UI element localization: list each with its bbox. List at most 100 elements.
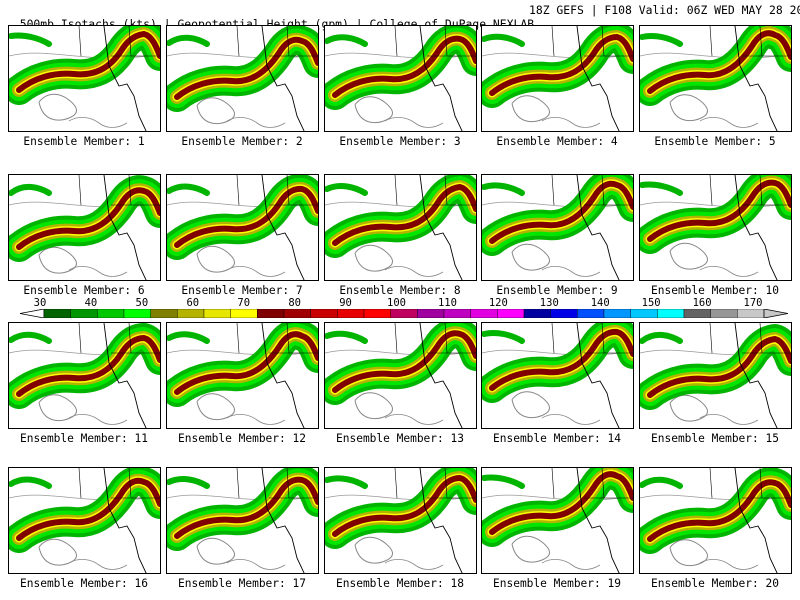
coastline (576, 26, 620, 131)
jet-core (174, 185, 318, 248)
coastline (541, 559, 601, 570)
header-run-info: 18Z GEFS | F108 Valid: 06Z WED MAY 28 20… (529, 3, 800, 17)
ensemble-member-label: Ensemble Member: 11 (20, 432, 148, 445)
state-border (236, 323, 318, 354)
isotach-patch (640, 332, 683, 344)
ensemble-member-label: Ensemble Member: 8 (339, 284, 461, 297)
height-contour (196, 245, 235, 273)
colorbar-segment (43, 309, 71, 318)
ensemble-panel-11 (8, 322, 161, 429)
colorbar-segment (363, 309, 391, 318)
height-contour (511, 391, 550, 418)
state-border (236, 468, 318, 499)
colorbar-segment (470, 309, 498, 318)
state-border (551, 323, 633, 354)
height-contour (38, 394, 77, 421)
height-contour (482, 494, 633, 501)
coastline (384, 266, 444, 277)
ensemble-panel-2 (166, 25, 319, 132)
coastline (103, 26, 147, 131)
isotach-map (167, 468, 318, 573)
height-contour (196, 97, 235, 124)
ensemble-panel-14 (481, 322, 634, 429)
ensemble-panel-7 (166, 174, 319, 281)
coastline (384, 414, 444, 425)
isotach-patch (482, 329, 525, 344)
colorbar-segment (123, 309, 151, 318)
colorbar-segment (603, 309, 631, 318)
coastline (68, 559, 128, 570)
isotach-map (9, 323, 160, 428)
height-contour (511, 95, 550, 122)
isotach-map (167, 175, 318, 280)
ensemble-panel-19 (481, 467, 634, 574)
colorbar-tick-label: 150 (641, 297, 661, 309)
colorbar-segment (257, 309, 285, 318)
isotach-map (482, 468, 633, 573)
ensemble-panel-5 (639, 25, 792, 132)
height-contour (38, 538, 77, 566)
colorbar-segment (283, 309, 311, 318)
colorbar-segment (150, 309, 178, 318)
ensemble-member-label: Ensemble Member: 3 (339, 135, 461, 148)
colorbar-tick-label: 160 (692, 297, 712, 309)
coastline (68, 117, 128, 128)
ensemble-member-label: Ensemble Member: 19 (493, 577, 621, 590)
isotach-patch (325, 183, 368, 196)
colorbar-segment (523, 309, 551, 318)
colorbar-tick-label: 60 (186, 297, 200, 309)
ensemble-panel-6 (8, 174, 161, 281)
height-contour (354, 392, 393, 419)
coastline (226, 414, 286, 425)
state-border (394, 175, 476, 206)
height-contour (325, 349, 476, 356)
height-contour (511, 535, 550, 563)
isotach-patch (640, 476, 683, 489)
height-contour (669, 242, 708, 270)
colorbar-segment (550, 309, 578, 318)
height-contour (196, 537, 235, 565)
ensemble-member-label: Ensemble Member: 10 (651, 284, 779, 297)
wind-speed-colorbar (20, 309, 788, 318)
ensemble-member-label: Ensemble Member: 18 (336, 577, 464, 590)
jet-core (16, 477, 160, 541)
isotach-map (325, 468, 476, 573)
jet-core (489, 471, 633, 535)
coastline (261, 323, 305, 428)
isotach-map (640, 175, 791, 280)
height-contour (482, 52, 633, 59)
isotach-map (482, 26, 633, 131)
state-border (236, 26, 318, 57)
colorbar-tick-label: 30 (33, 297, 47, 309)
height-contour (196, 393, 235, 420)
coastline (576, 323, 620, 428)
ensemble-panel-3 (324, 25, 477, 132)
isotach-patch (482, 33, 525, 47)
state-border (709, 323, 791, 354)
height-contour (38, 93, 77, 121)
colorbar-tick-label: 40 (84, 297, 98, 309)
ensemble-panel-9 (481, 174, 634, 281)
height-contour (640, 52, 791, 59)
isotach-map (9, 175, 160, 280)
jet-core (489, 328, 633, 391)
colorbar-segment (737, 309, 765, 318)
isotach-map (9, 468, 160, 573)
coastline (734, 323, 778, 428)
height-contour (167, 52, 318, 59)
coastline (541, 414, 601, 425)
isotach-map (640, 468, 791, 573)
coastline (734, 26, 778, 131)
colorbar-segment (710, 309, 738, 318)
state-border (78, 323, 160, 354)
coastline (419, 468, 463, 573)
isotach-map (482, 175, 633, 280)
jet-core (332, 35, 476, 98)
jet-core (16, 335, 160, 397)
isotach-map (325, 26, 476, 131)
height-contour (640, 494, 791, 501)
coastline (384, 559, 444, 570)
coastline (261, 26, 305, 131)
ensemble-member-label: Ensemble Member: 20 (651, 577, 779, 590)
colorbar-tick-label: 50 (135, 297, 149, 309)
